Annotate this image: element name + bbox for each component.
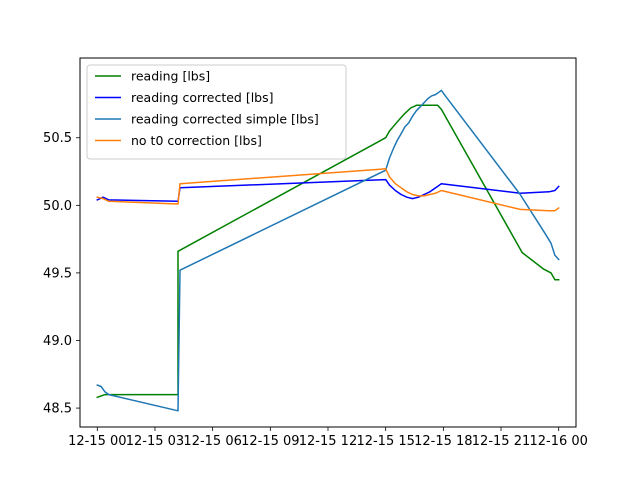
legend-label-2: reading corrected simple [lbs] [131, 112, 319, 127]
series-line-2 [96, 89, 560, 412]
x-tick-label: 12-15 21 [472, 434, 530, 449]
x-tick-label: 12-15 12 [299, 434, 357, 449]
x-tick-label: 12-15 15 [356, 434, 414, 449]
y-tick-label: 50.5 [43, 131, 72, 146]
x-tick-label: 12-15 18 [414, 434, 472, 449]
y-tick-label: 48.5 [43, 402, 72, 417]
x-tick-label: 12-15 06 [183, 434, 241, 449]
x-tick-label: 12-16 00 [529, 434, 587, 449]
x-axis: 12-15 00 12-15 03 12-15 06 12-15 09 12-15 12… [68, 427, 588, 449]
legend-label-1: reading corrected [lbs] [131, 90, 274, 105]
y-tick-label: 49.0 [43, 334, 72, 349]
x-tick-label: 12-15 00 [68, 434, 126, 449]
x-tick-label: 12-15 09 [241, 434, 299, 449]
y-tick-label: 50.0 [43, 199, 72, 214]
series-layer [96, 89, 560, 412]
y-tick-label: 49.5 [43, 266, 72, 281]
legend-label-3: no t0 correction [lbs] [131, 133, 262, 148]
y-axis: 48.5 49.0 49.5 50.0 50.5 [43, 131, 80, 417]
legend: reading [lbs] reading corrected [lbs] read… [86, 64, 347, 160]
series-line-0 [96, 104, 560, 399]
series-line-3 [96, 168, 560, 212]
legend-box [86, 64, 347, 160]
legend-label-0: reading [lbs] [131, 69, 210, 84]
x-tick-label: 12-15 03 [126, 434, 184, 449]
